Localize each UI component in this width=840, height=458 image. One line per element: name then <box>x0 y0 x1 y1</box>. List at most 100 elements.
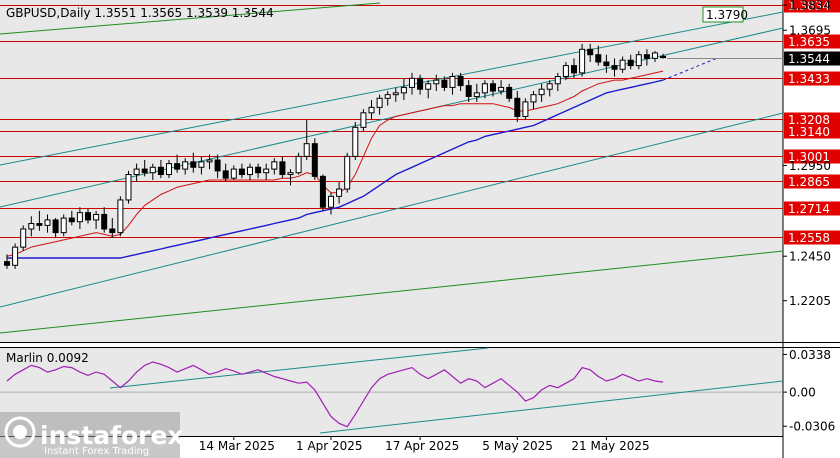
current-price-label: 1.3544 <box>788 52 830 66</box>
candle <box>52 218 59 239</box>
candle <box>376 94 383 115</box>
osc-trend-lower <box>319 380 784 434</box>
candle <box>409 72 415 95</box>
candle <box>635 51 642 70</box>
candle <box>279 156 286 179</box>
channel-value-box <box>702 6 744 23</box>
candle-body <box>133 168 140 176</box>
candle-body <box>20 228 27 248</box>
candle <box>174 154 181 173</box>
candle-body <box>287 172 294 176</box>
candle <box>579 43 586 77</box>
candle-body <box>141 168 148 174</box>
time-tick-label: 14 Mar 2025 <box>199 439 275 453</box>
price-tick-label: 1.3834 <box>789 0 831 13</box>
candle-body <box>652 52 658 59</box>
candle-body <box>538 88 545 96</box>
candle <box>514 91 521 122</box>
candle-body <box>619 59 626 70</box>
candle <box>587 43 594 62</box>
level-label: 1.2865 <box>788 175 830 189</box>
candle-body <box>303 143 310 157</box>
candle-body <box>449 76 456 88</box>
level-label-box <box>784 124 840 139</box>
candle-body <box>481 83 488 94</box>
candle <box>571 58 577 79</box>
osc-line <box>6 361 664 428</box>
candle-body <box>344 155 351 190</box>
level-label: 1.3208 <box>788 113 830 127</box>
candle-body <box>546 83 553 90</box>
channel-line-top <box>0 2 381 35</box>
candle-body <box>279 161 286 176</box>
candle <box>328 192 334 215</box>
candle-body <box>149 166 156 174</box>
candle-body <box>571 65 577 74</box>
candle <box>255 163 262 179</box>
candle-body <box>441 79 448 88</box>
candle <box>214 154 221 179</box>
candle <box>498 80 505 95</box>
candle <box>490 80 496 97</box>
candle <box>643 49 650 66</box>
candle-body <box>190 161 197 168</box>
candle <box>400 78 407 101</box>
candle <box>125 170 132 204</box>
candle-body <box>433 79 440 85</box>
candle-body <box>319 175 326 208</box>
candle <box>101 207 108 233</box>
candle-body <box>125 174 132 201</box>
candle <box>384 91 391 106</box>
osc-tick-label: -0.0306 <box>789 420 835 434</box>
candle-body <box>562 65 569 78</box>
candle <box>425 80 432 99</box>
candle-body <box>255 166 262 174</box>
candle-body <box>457 76 464 87</box>
level-label: 1.2714 <box>788 202 830 216</box>
candle <box>336 181 343 204</box>
candle-body <box>643 54 650 59</box>
current-price-box <box>784 51 840 66</box>
candle-body <box>627 59 634 67</box>
candle <box>522 98 529 121</box>
level-label-box <box>784 174 840 189</box>
candle-body <box>425 83 432 90</box>
candle <box>433 74 440 92</box>
candle-body <box>166 163 172 176</box>
candle <box>206 154 213 170</box>
level-label: 1.3140 <box>788 125 830 139</box>
candle-body <box>554 76 561 85</box>
channel-line <box>0 250 784 334</box>
channel-line <box>0 112 784 308</box>
candle-body <box>473 92 480 97</box>
moving-averages <box>6 57 717 259</box>
candle-body <box>465 85 472 97</box>
candle <box>222 163 229 182</box>
candle <box>287 169 294 186</box>
candle <box>12 243 19 269</box>
candle <box>344 152 351 193</box>
watermark-backdrop <box>0 412 180 458</box>
price-tick-label: 1.3695 <box>789 24 831 38</box>
candle-body <box>271 161 278 170</box>
candle <box>465 80 472 102</box>
ma-slow-line <box>7 79 664 259</box>
candle-body <box>579 48 586 74</box>
logo-ring-icon <box>4 416 36 448</box>
candle <box>303 120 310 161</box>
candle <box>190 152 197 173</box>
candle <box>133 163 140 182</box>
candle <box>117 196 124 237</box>
price-axis: 1.3834 1.3695 1.2950 1.2450 1.2205 <box>783 0 831 308</box>
price-tick-label: 1.2450 <box>789 250 831 264</box>
candle-body <box>85 212 91 221</box>
candle-body <box>222 170 229 179</box>
candle <box>611 58 618 77</box>
candles: 1.3544 <box>4 43 840 269</box>
candle-body <box>198 161 205 168</box>
candle <box>319 174 326 211</box>
candle <box>481 80 488 99</box>
ma-fast-line <box>6 70 664 257</box>
candle-body <box>182 161 189 170</box>
candle <box>166 160 172 179</box>
